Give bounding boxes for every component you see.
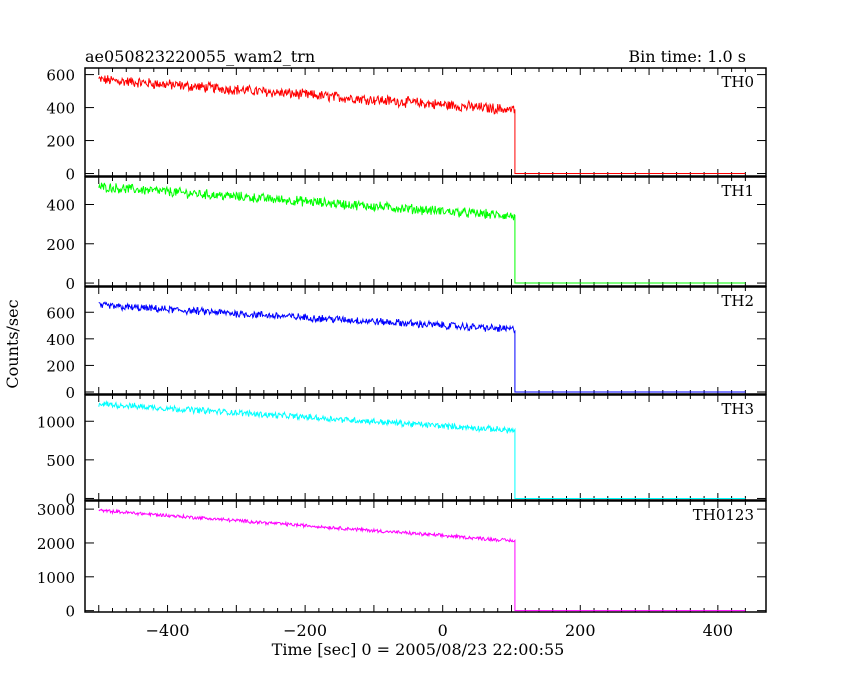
x-tick-label: −400 — [146, 621, 190, 640]
y-tick-label: 200 — [46, 357, 75, 375]
panel-label: TH3 — [721, 400, 754, 418]
series-th0 — [98, 75, 746, 175]
panel-label: TH1 — [721, 182, 754, 200]
panel-th3: 0 500 1000 TH3 — [37, 394, 767, 508]
x-axis-label: Time [sec] 0 = 2005/08/23 22:00:55 — [272, 640, 565, 659]
y-tick-label: 0 — [65, 166, 75, 184]
panel-frame — [84, 500, 767, 613]
y-tick-label: 0 — [65, 603, 75, 621]
panel-label: TH2 — [721, 292, 754, 310]
panel-th1: 0 200 400 TH1 — [46, 176, 767, 293]
panel-th2: 0 200 400 600 TH2 — [46, 286, 767, 402]
y-tick-label: 0 — [65, 275, 75, 293]
x-tick-label: 0 — [438, 621, 448, 640]
series-th3 — [98, 400, 746, 499]
x-tick-label: 400 — [703, 621, 734, 640]
panel-frame — [84, 394, 767, 501]
y-tick-label: 400 — [46, 331, 75, 349]
panel-frame — [84, 176, 767, 287]
y-tick-label: 1000 — [37, 413, 75, 431]
y-tick-label: 2000 — [37, 535, 75, 553]
y-tick-label: 200 — [46, 236, 75, 254]
y-tick-label: 0 — [65, 384, 75, 402]
panel-frame — [84, 286, 767, 395]
panel-label: TH0123 — [693, 506, 754, 524]
series-th2 — [98, 301, 746, 393]
panel-frame — [84, 67, 767, 177]
panels-group: 0 200 400 600 TH0 0 200 400 TH1 0 200 400 600 TH2 0 500… — [37, 67, 767, 621]
y-tick-label: 1000 — [37, 569, 75, 587]
panel-label: TH0 — [721, 73, 754, 91]
x-tick-label: −200 — [283, 621, 327, 640]
chart-title: ae050823220055_wam2_trn — [85, 47, 315, 66]
panel-th0123: 0 1000 2000 3000 TH0123 — [37, 500, 767, 621]
panel-th0: 0 200 400 600 TH0 — [46, 67, 767, 184]
y-tick-label: 200 — [46, 133, 75, 151]
y-tick-label: 500 — [46, 452, 75, 470]
x-tick-label: 200 — [565, 621, 596, 640]
series-th0123 — [98, 508, 746, 612]
x-ticks-group: −400 −200 0 200 400 — [146, 621, 734, 640]
y-tick-label: 400 — [46, 196, 75, 214]
series-th1 — [98, 182, 746, 284]
y-tick-label: 600 — [46, 304, 75, 322]
y-tick-label: 0 — [65, 490, 75, 508]
y-tick-label: 600 — [46, 67, 75, 85]
y-tick-label: 3000 — [37, 501, 75, 519]
bin-time-label: Bin time: 1.0 s — [628, 47, 746, 66]
y-tick-label: 400 — [46, 100, 75, 118]
y-axis-label: Counts/sec — [3, 299, 22, 388]
